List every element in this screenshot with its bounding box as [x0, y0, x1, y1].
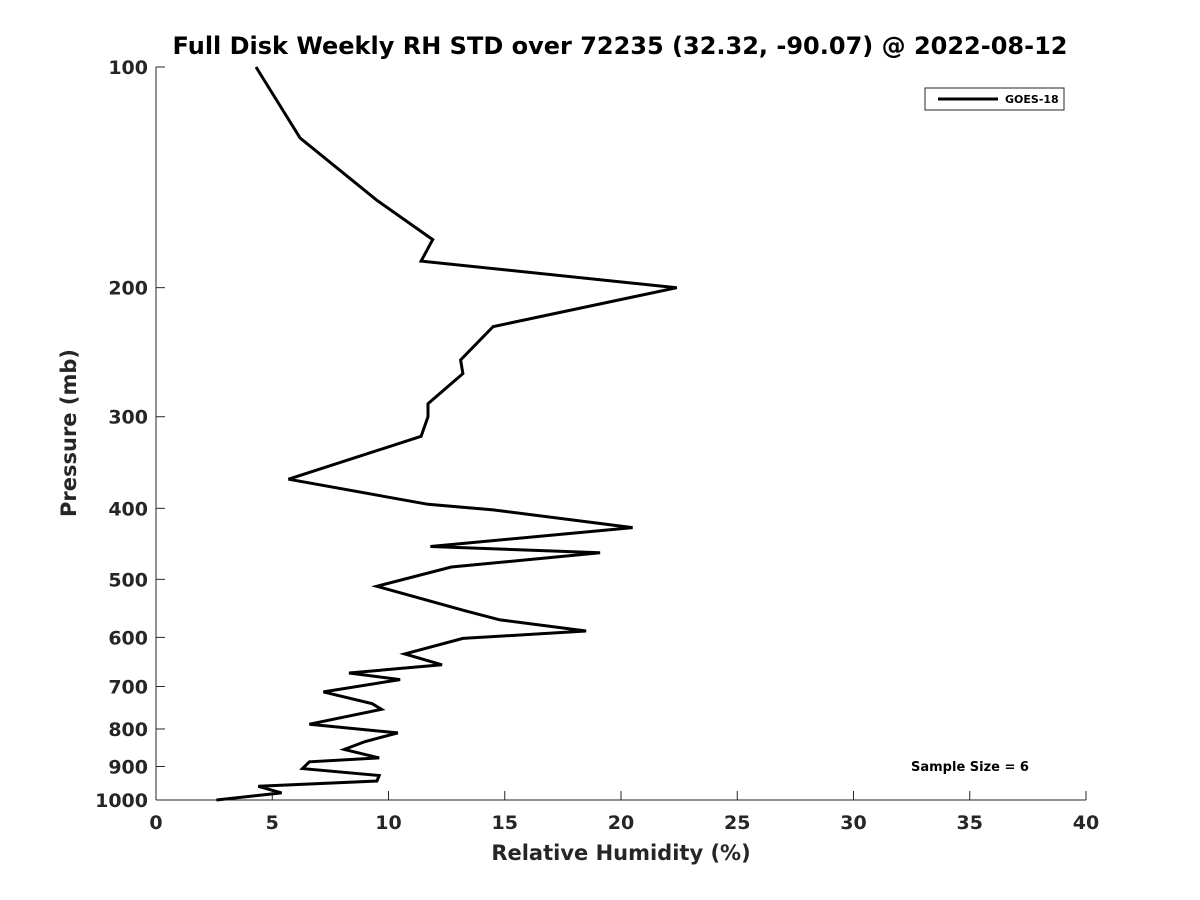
legend-label-goes-18: GOES-18: [1005, 93, 1059, 106]
y-tick-label: 400: [108, 498, 148, 520]
y-axis-label: Pressure (mb): [57, 349, 81, 517]
y-tick-label: 100: [108, 57, 148, 79]
chart-title: Full Disk Weekly RH STD over 72235 (32.3…: [173, 32, 1068, 60]
y-tick-label: 800: [108, 719, 148, 741]
x-tick-label: 30: [840, 812, 866, 834]
y-tick-label: 200: [108, 278, 148, 300]
x-tick-label: 0: [149, 812, 162, 834]
sample-size-annotation: Sample Size = 6: [911, 760, 1029, 775]
y-tick-label: 300: [108, 407, 148, 429]
series-line-goes-18: [216, 66, 678, 802]
y-tick-label: 500: [108, 569, 148, 591]
x-axis-label: Relative Humidity (%): [491, 841, 750, 865]
x-tick-label: 25: [724, 812, 750, 834]
x-tick-label: 35: [957, 812, 983, 834]
legend: GOES-18: [924, 87, 1065, 111]
x-tick-label: 10: [375, 812, 401, 834]
x-tick-label: 40: [1073, 812, 1099, 834]
y-axis-ticks: 100 200 300 400 500 600 700 800 900 1000: [95, 57, 165, 812]
x-tick-label: 20: [608, 812, 634, 834]
x-tick-label: 15: [492, 812, 518, 834]
x-axis-ticks: 0 5 10 15 20 25 30 35 40: [149, 791, 1099, 834]
y-tick-label: 700: [108, 676, 148, 698]
y-tick-label: 600: [108, 627, 148, 649]
series-layer: [216, 66, 678, 802]
plot-axes: [155, 67, 1086, 801]
y-tick-label: 1000: [95, 790, 148, 812]
x-tick-label: 5: [266, 812, 279, 834]
y-tick-label: 900: [108, 756, 148, 778]
